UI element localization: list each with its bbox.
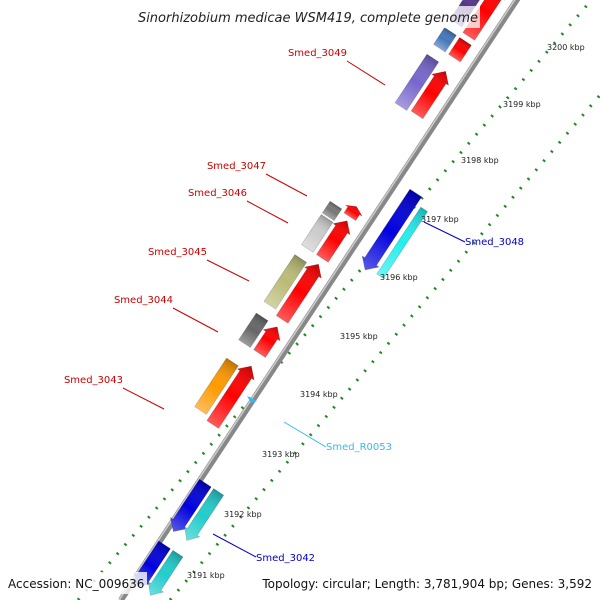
- gene-label-smed_3046[interactable]: Smed_3046: [188, 188, 247, 199]
- tick-label-1: 3192 kbp: [224, 510, 262, 519]
- tick-label-3: 3194 kbp: [300, 390, 338, 399]
- tick-label-5: 3196 kbp: [380, 273, 418, 282]
- leader-line-smed_3044: [172, 307, 219, 333]
- tick-label-2: 3193 kbp: [262, 450, 300, 459]
- inner-tick-track: [168, 94, 600, 600]
- cds-forward-3046[interactable]: [314, 215, 355, 264]
- gene-label-layer: Smed_3049 Smed_3047 Smed_3046 Smed_3045 Smed…: [64, 48, 524, 564]
- leader-line-smed_3043: [122, 387, 165, 410]
- leader-line-smed_3042: [212, 533, 257, 558]
- cds-orange-3043[interactable]: [194, 357, 239, 415]
- tick-label-9: 3200 kbp: [547, 43, 585, 52]
- tick-label-7: 3198 kbp: [461, 156, 499, 165]
- genome-backbone-highlight: [118, 0, 516, 600]
- outer-tick-track: [76, 0, 594, 600]
- footer-backdrop-right: [257, 572, 596, 594]
- tick-label-4: 3195 kbp: [340, 332, 378, 341]
- cds-reverse-3048[interactable]: [357, 188, 424, 276]
- title-backdrop: [118, 6, 480, 28]
- leader-line-smed_3049: [346, 60, 386, 86]
- cds-cyan-3048[interactable]: [376, 206, 428, 279]
- gene-label-smed_3042[interactable]: Smed_3042: [256, 553, 315, 564]
- tick-label-6: 3197 kbp: [421, 215, 459, 224]
- leader-line-smed_3045: [206, 259, 250, 282]
- cds-silver-3046[interactable]: [301, 214, 334, 253]
- cds-cyan-3042-b[interactable]: [143, 549, 186, 600]
- leader-line-smed_3047: [265, 173, 308, 197]
- cds-steelblue-3049[interactable]: [433, 27, 457, 53]
- cds-cyan-3042-d[interactable]: [179, 487, 226, 545]
- cds-darkgray-3047[interactable]: [321, 200, 343, 222]
- cds-forward-3049-b[interactable]: [448, 37, 472, 63]
- gene-label-smed_3048[interactable]: Smed_3048: [465, 237, 524, 248]
- gene-label-smed_3049[interactable]: Smed_3049: [288, 48, 347, 59]
- cds-forward-3043[interactable]: [204, 361, 259, 430]
- leader-line-smed_3048: [423, 221, 466, 243]
- tick-label-0: 3191 kbp: [187, 571, 225, 580]
- features-layer: [133, 0, 506, 600]
- leader-line-smed_r0053: [283, 421, 327, 448]
- rna-marker-r0053[interactable]: [247, 396, 257, 403]
- gene-label-smed_3043[interactable]: Smed_3043: [64, 375, 123, 386]
- gene-label-smed_3045[interactable]: Smed_3045: [148, 247, 207, 258]
- cds-purple-3049[interactable]: [394, 53, 440, 111]
- cds-forward-3047[interactable]: [342, 201, 365, 222]
- gene-label-smed_3047[interactable]: Smed_3047: [207, 161, 266, 172]
- cds-forward-3045[interactable]: [274, 259, 327, 325]
- cds-reverse-3042-c[interactable]: [165, 478, 214, 537]
- tick-layer: 3191 kbp 3192 kbp 3193 kbp 3194 kbp 3195 kbp…: [187, 43, 585, 580]
- accession-text: Accession: NC_009636: [8, 577, 144, 591]
- gene-label-smed_3044[interactable]: Smed_3044: [114, 295, 173, 306]
- cds-olive-3045[interactable]: [263, 254, 307, 310]
- tick-label-8: 3199 kbp: [503, 100, 541, 109]
- cds-gray-3044[interactable]: [238, 312, 269, 348]
- footer-backdrop-left: [4, 572, 147, 594]
- gene-label-smed_r0053[interactable]: Smed_R0053: [326, 442, 392, 453]
- leader-line-smed_3046: [246, 200, 289, 224]
- genome-summary-text: Topology: circular; Length: 3,781,904 bp…: [261, 577, 592, 591]
- cds-forward-3049-a[interactable]: [409, 66, 454, 120]
- map-title: Sinorhizobium medicae WSM419, complete g…: [138, 11, 478, 26]
- cds-forward-3044[interactable]: [251, 321, 285, 359]
